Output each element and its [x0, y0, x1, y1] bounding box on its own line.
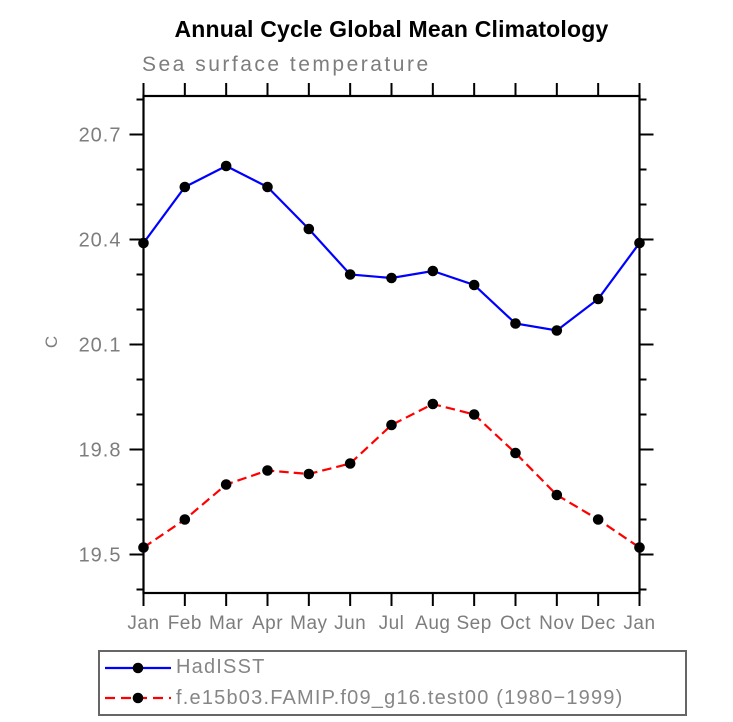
legend-line-solid-icon — [105, 662, 171, 674]
data-point — [592, 293, 604, 305]
legend-label-model: f.e15b03.FAMIP.f09_g16.test00 (1980−1999… — [176, 686, 624, 709]
chart-subtitle: Sea surface temperature — [142, 53, 431, 76]
data-point — [303, 223, 315, 235]
data-point — [262, 181, 273, 193]
series-model — [138, 398, 645, 553]
y-axis: 19.5 19.8 20.1 20.4 20.7 — [79, 98, 654, 591]
data-point — [179, 181, 191, 193]
data-point — [468, 279, 480, 291]
data-point — [551, 325, 563, 336]
legend-item-model: f.e15b03.FAMIP.f09_g16.test00 (1980−1999… — [104, 684, 685, 713]
data-point — [634, 237, 645, 249]
x-tick-label: Oct — [500, 613, 531, 634]
legend-item-hadisst: HadISST — [104, 653, 685, 682]
legend-label-hadisst: HadISST — [176, 656, 266, 679]
data-point — [386, 272, 397, 284]
x-tick-label: May — [290, 613, 327, 634]
data-point — [510, 447, 521, 459]
x-tick-label: Mar — [209, 613, 243, 634]
data-point — [427, 398, 439, 410]
data-point — [179, 514, 191, 525]
data-point — [138, 237, 149, 249]
data-point — [634, 542, 645, 553]
x-axis: Jan Feb Mar Apr May Jun Jul Aug Sep Oct Nov Dec Jan — [127, 83, 655, 634]
data-point — [510, 318, 521, 329]
data-point — [551, 489, 563, 501]
x-tick-label: Jun — [334, 613, 366, 634]
data-point — [427, 265, 439, 277]
x-tick-label: Aug — [415, 613, 450, 634]
x-tick-label: Apr — [252, 613, 283, 634]
data-point — [138, 542, 149, 553]
y-tick-label: 19.8 — [79, 440, 122, 462]
data-point — [468, 409, 480, 420]
x-tick-label: Jan — [623, 613, 655, 634]
x-tick-label: Jul — [379, 613, 405, 634]
data-point — [592, 514, 604, 525]
y-tick-label: 20.1 — [79, 335, 122, 357]
x-tick-label: Feb — [168, 613, 202, 634]
y-tick-label: 20.4 — [79, 230, 122, 252]
plot-area: 19.5 19.8 20.1 20.4 20.7 Jan Feb Mar Apr May Jun Ju… — [79, 83, 655, 634]
x-tick-label: Dec — [581, 613, 616, 634]
data-point — [220, 479, 232, 490]
data-point — [303, 468, 315, 480]
data-point — [262, 465, 273, 476]
x-tick-label: Nov — [539, 613, 574, 634]
legend: HadISST f.e15b03.FAMIP.f09_g16.test00 (1… — [98, 650, 687, 716]
y-tick-label: 19.5 — [79, 545, 122, 567]
data-point — [344, 269, 356, 280]
x-tick-label: Sep — [457, 613, 492, 634]
y-tick-label: 20.7 — [79, 125, 122, 147]
legend-line-dashed-icon — [105, 692, 171, 704]
data-point — [386, 419, 397, 431]
chart-title: Annual Cycle Global Mean Climatology — [174, 16, 609, 42]
series-hadisst — [138, 160, 645, 336]
data-point — [344, 458, 356, 469]
data-point — [220, 160, 232, 172]
x-tick-label: Jan — [127, 613, 159, 634]
